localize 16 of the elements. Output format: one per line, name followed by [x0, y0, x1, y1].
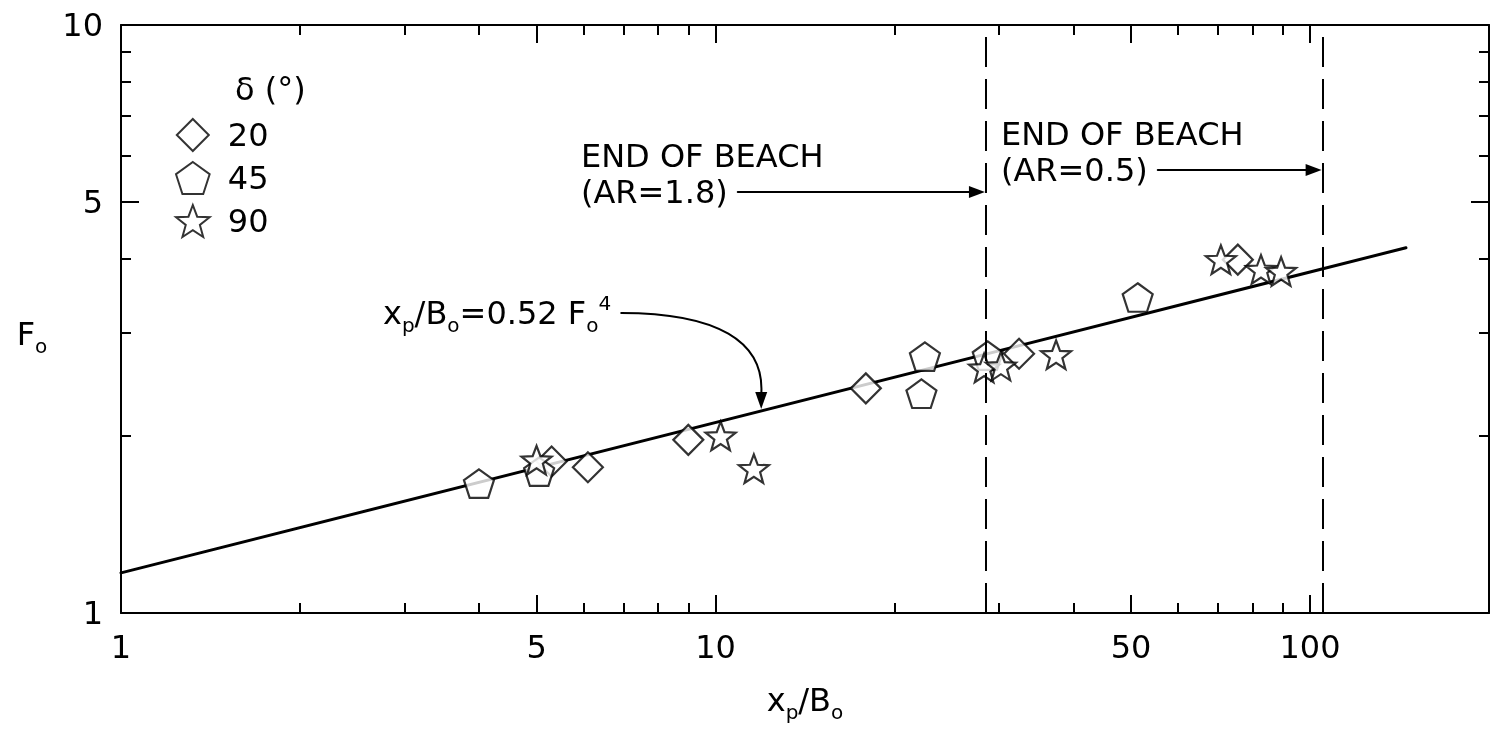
annotation: END OF BEACH (AR=1.8): [580, 137, 824, 211]
annotation: END OF BEACH (AR=0.5): [1000, 115, 1244, 189]
y-tick-label: 10: [62, 6, 103, 44]
y-tick-label: 5: [82, 183, 103, 222]
x-tick-label: 5: [526, 628, 547, 666]
legend-label: 45: [227, 159, 269, 197]
legend-label: 90: [227, 202, 269, 240]
x-tick-label: 10: [695, 628, 736, 666]
y-axis-title: F$_{o}$: [16, 315, 48, 358]
x-tick-label: 100: [1279, 628, 1341, 666]
x-axis-title: x$_{p}$/B$_{o}$: [766, 681, 844, 724]
x-tick-label: 50: [1110, 628, 1152, 666]
y-tick-label: 1: [82, 594, 103, 632]
x-tick-label: 1: [110, 628, 132, 666]
legend-title: δ (°): [235, 70, 306, 108]
legend-label: 20: [227, 116, 269, 154]
